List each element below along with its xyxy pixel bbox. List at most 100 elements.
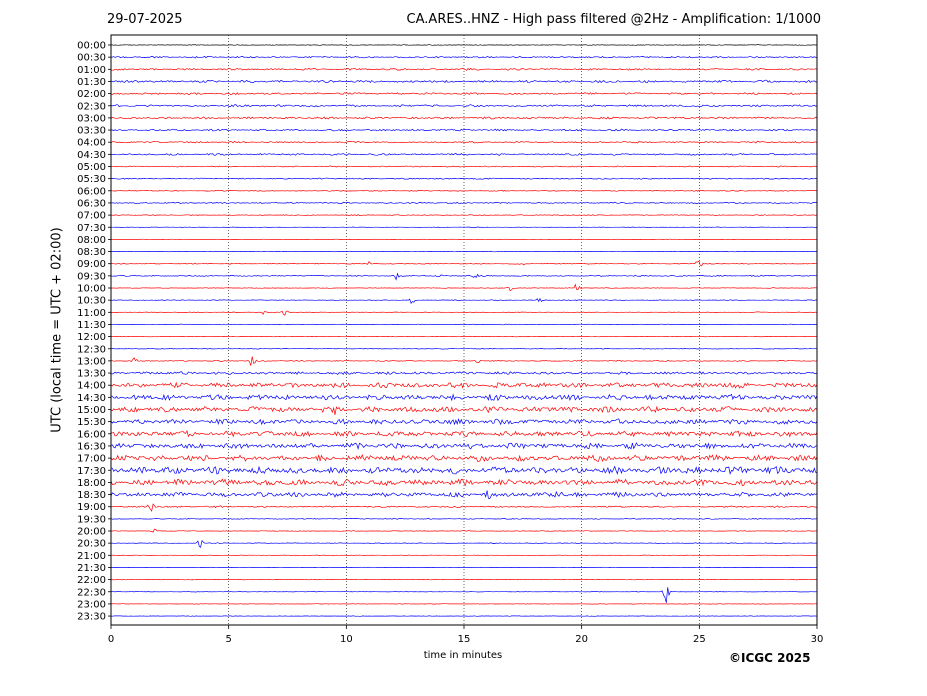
copyright-label: ©ICGC 2025 [729,651,811,665]
y-tick-label: 09:30 [77,271,106,282]
y-tick-label: 03:00 [77,113,106,124]
trace-1700 [110,453,818,463]
y-tick-label: 03:30 [77,126,106,137]
trace-0300 [110,116,818,120]
trace-1630 [110,442,818,450]
y-tick-label: 08:00 [77,235,106,246]
trace-1230 [110,348,817,350]
y-tick-label: 21:30 [77,563,106,574]
x-axis-label: time in minutes [423,650,503,661]
trace-0830 [111,250,818,253]
x-tick-label: 30 [811,634,824,645]
trace-1830 [110,490,818,499]
y-tick-label: 17:00 [77,454,106,465]
trace-lines [110,44,818,617]
trace-1900 [110,503,818,512]
trace-1100 [110,310,818,316]
y-tick-label: 06:30 [77,198,106,209]
x-tick-labels: 0 5 10 15 20 25 30 [108,625,824,645]
x-tick-label: 0 [108,634,114,645]
x-tick-label: 5 [225,634,231,645]
trace-1400 [110,381,818,389]
trace-1530 [110,418,818,426]
trace-1300 [110,356,818,366]
trace-0100 [110,67,818,71]
trace-0330 [110,128,818,132]
y-tick-label: 09:00 [77,259,106,270]
y-tick-label: 15:00 [77,405,106,416]
trace-0000 [111,44,818,46]
y-tick-label: 01:00 [77,65,106,76]
y-tick-label: 08:30 [77,247,106,258]
trace-1330 [110,371,818,376]
y-tick-label: 16:00 [77,429,106,440]
y-tick-label: 13:00 [77,356,106,367]
trace-0600 [110,189,818,192]
y-tick-label: 16:30 [77,441,106,452]
y-tick-label: 02:30 [77,101,106,112]
y-tick-label: 21:00 [77,551,106,562]
x-tick-label: 15 [458,634,471,645]
y-tick-label: 19:30 [77,514,106,525]
y-tick-label: 01:30 [77,77,106,88]
trace-0130 [110,79,818,84]
trace-1800 [110,478,818,487]
trace-0700 [110,214,818,217]
y-tick-label: 11:00 [77,308,106,319]
x-tick-label: 25 [693,634,706,645]
y-tick-label: 15:30 [77,417,106,428]
y-tick-label: 07:00 [77,211,106,222]
y-tick-label: 12:30 [77,344,106,355]
y-tick-label: 18:00 [77,478,106,489]
date-label: 29-07-2025 [107,12,183,27]
trace-1930 [110,518,818,520]
trace-2330 [110,615,818,617]
y-tick-label: 22:30 [77,587,106,598]
y-tick-label: 23:30 [77,612,106,623]
y-tick-label: 07:30 [77,223,106,234]
trace-0630 [110,201,818,205]
y-tick-label: 04:30 [77,150,106,161]
trace-1000 [110,283,818,292]
y-tick-label: 17:30 [77,466,106,477]
y-tick-label: 23:00 [77,599,106,610]
trace-0200 [110,92,818,96]
y-tick-label: 10:30 [77,296,106,307]
trace-0430 [110,152,818,156]
trace-0900 [110,260,818,267]
chart-title: CA.ARES..HNZ - High pass filtered @2Hz -… [406,12,821,27]
y-tick-label: 20:00 [77,527,106,538]
plot-frame [110,34,818,626]
y-axis-label: UTC (local time = UTC + 02:00) [49,227,65,433]
y-tick-label: 05:00 [77,162,106,173]
y-tick-label: 10:00 [77,284,106,295]
y-tick-label: 06:00 [77,186,106,197]
grid-lines [228,35,700,625]
y-tick-label: 13:30 [77,369,106,380]
y-tick-label: 12:00 [77,332,106,343]
trace-0400 [110,140,818,144]
trace-1600 [110,429,818,438]
x-tick-label: 20 [575,634,588,645]
y-tick-label: 14:30 [77,393,106,404]
trace-2030 [110,539,818,548]
trace-0730 [110,226,818,228]
trace-2230 [110,587,817,603]
y-tick-label: 20:30 [77,539,106,550]
y-tick-label: 22:00 [77,575,106,586]
trace-1030 [110,297,818,305]
trace-1730 [110,465,818,476]
y-tick-label: 18:30 [77,490,106,501]
y-tick-label: 14:00 [77,381,106,392]
trace-2130 [110,566,817,569]
y-tick-label: 19:00 [77,502,106,513]
trace-0930 [110,272,818,281]
y-tick-label: 04:00 [77,138,106,149]
trace-1130 [110,323,818,326]
y-tick-label: 05:30 [77,174,106,185]
trace-0500 [110,165,818,168]
trace-0230 [110,104,818,108]
y-tick-label: 11:30 [77,320,106,331]
